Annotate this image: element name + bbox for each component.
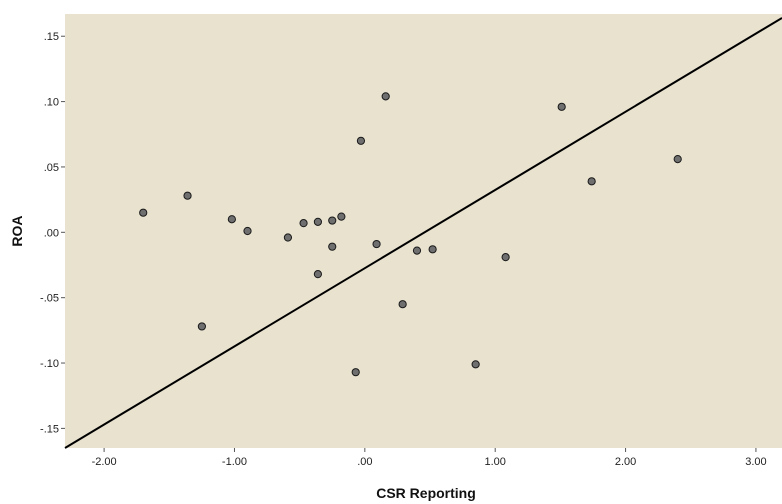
data-point xyxy=(673,155,682,164)
x-tick-label: -1.00 xyxy=(222,456,247,468)
y-axis-title: ROA xyxy=(9,215,25,246)
data-point xyxy=(381,92,390,101)
fit-line xyxy=(64,17,782,449)
data-point xyxy=(197,322,206,331)
x-tick-label: 1.00 xyxy=(484,456,505,468)
data-point xyxy=(557,102,566,111)
data-point xyxy=(351,368,360,377)
data-point xyxy=(139,208,148,217)
y-tick-label: .00 xyxy=(44,227,59,239)
y-tick-label: .15 xyxy=(44,31,59,43)
data-point xyxy=(283,233,293,242)
y-tick-label: -.05 xyxy=(40,293,59,305)
data-point xyxy=(337,212,346,221)
points-group xyxy=(139,92,682,377)
y-tick-label: -.10 xyxy=(40,358,59,370)
data-point xyxy=(428,245,437,254)
data-point xyxy=(313,217,323,226)
data-point xyxy=(183,191,192,200)
x-tick-label: .00 xyxy=(357,456,372,468)
data-point xyxy=(328,216,337,225)
data-point xyxy=(313,270,323,279)
x-axis-title: CSR Reporting xyxy=(376,485,476,501)
data-point xyxy=(587,177,596,186)
y-tick-label: -.15 xyxy=(40,423,59,435)
x-ticks-group: -2.00 -1.00 .00 1.00 2.00 3.00 xyxy=(92,448,767,468)
data-point xyxy=(243,226,252,236)
data-point xyxy=(372,239,381,249)
y-tick-label: .05 xyxy=(44,162,59,174)
data-point xyxy=(328,242,337,251)
x-tick-label: -2.00 xyxy=(92,456,117,468)
data-point xyxy=(471,360,480,369)
data-point xyxy=(501,253,510,262)
data-point xyxy=(412,246,422,255)
data-point xyxy=(227,215,236,224)
data-point xyxy=(398,300,407,309)
x-tick-label: 2.00 xyxy=(615,456,636,468)
data-point xyxy=(299,219,308,228)
y-tick-label: .10 xyxy=(44,97,59,109)
y-ticks-group: .15 .10 .05 .00 -.05 -.10 -.15 xyxy=(40,31,65,435)
data-point xyxy=(356,136,366,145)
x-tick-label: 3.00 xyxy=(745,456,766,468)
fit-line-group xyxy=(64,17,782,449)
